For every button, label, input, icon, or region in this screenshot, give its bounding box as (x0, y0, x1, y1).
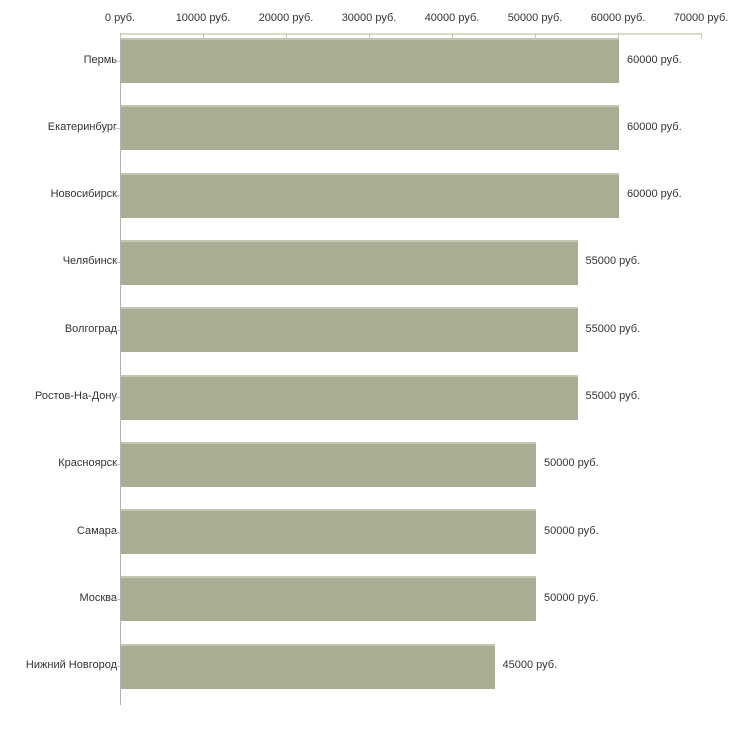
category-label: Москва (79, 591, 117, 604)
value-label: 55000 руб. (585, 322, 641, 335)
x-tick-mark (701, 34, 702, 39)
value-label: 60000 руб. (627, 120, 682, 133)
x-tick-mark (286, 34, 287, 39)
bar (121, 105, 619, 151)
bar (121, 509, 536, 555)
bar (121, 643, 495, 689)
value-label: 50000 руб. (544, 524, 599, 537)
bar (121, 576, 536, 622)
category-label: Новосибирск (50, 188, 117, 201)
category-tick-mark (114, 329, 120, 331)
bar (121, 172, 619, 218)
value-label: 50000 руб. (544, 591, 599, 604)
x-axis-line (120, 33, 702, 35)
bar (121, 441, 536, 487)
category-tick-mark (114, 262, 120, 264)
x-tick-mark (369, 34, 370, 39)
category-label: Красноярск (58, 457, 117, 470)
x-tick-label: 70000 руб. (673, 12, 729, 24)
category-label: Ростов-На-Дону (34, 390, 117, 402)
x-tick-label: 0 руб. (104, 12, 136, 24)
value-label: 55000 руб. (585, 255, 641, 268)
value-label: 45000 руб. (502, 659, 558, 672)
x-tick-mark (535, 34, 536, 39)
category-tick-mark (114, 195, 120, 197)
value-label: 60000 руб. (627, 188, 682, 201)
category-label: Пермь (83, 53, 117, 66)
category-tick-mark (114, 397, 120, 398)
value-label: 55000 руб. (585, 390, 641, 402)
category-tick-mark (114, 531, 120, 533)
bar (121, 239, 578, 285)
category-label: Челябинск (62, 255, 117, 268)
bar (121, 307, 578, 353)
x-tick-mark (120, 34, 121, 39)
category-label: Самара (76, 524, 117, 537)
category-tick-mark (114, 598, 120, 600)
category-tick-mark (114, 464, 120, 466)
x-tick-mark (452, 34, 453, 39)
x-tick-label: 60000 руб. (590, 12, 646, 24)
value-label: 50000 руб. (544, 457, 599, 470)
x-tick-mark (203, 34, 204, 39)
category-label: Волгоград (64, 322, 117, 335)
category-tick-mark (114, 127, 120, 129)
category-tick-mark (114, 60, 120, 62)
category-label: Нижний Новгород (25, 659, 117, 672)
x-tick-label: 40000 руб. (424, 12, 480, 24)
x-tick-label: 30000 руб. (341, 12, 397, 24)
x-tick-label: 20000 руб. (258, 12, 314, 24)
y-axis-line (120, 33, 121, 705)
x-tick-label: 10000 руб. (175, 12, 231, 24)
x-tick-label: 50000 руб. (507, 12, 563, 24)
bar (121, 38, 619, 83)
x-tick-mark (618, 34, 619, 39)
bar (121, 374, 578, 420)
value-label: 60000 руб. (627, 53, 682, 66)
category-label: Екатеринбург (47, 120, 117, 133)
category-tick-mark (114, 666, 120, 668)
